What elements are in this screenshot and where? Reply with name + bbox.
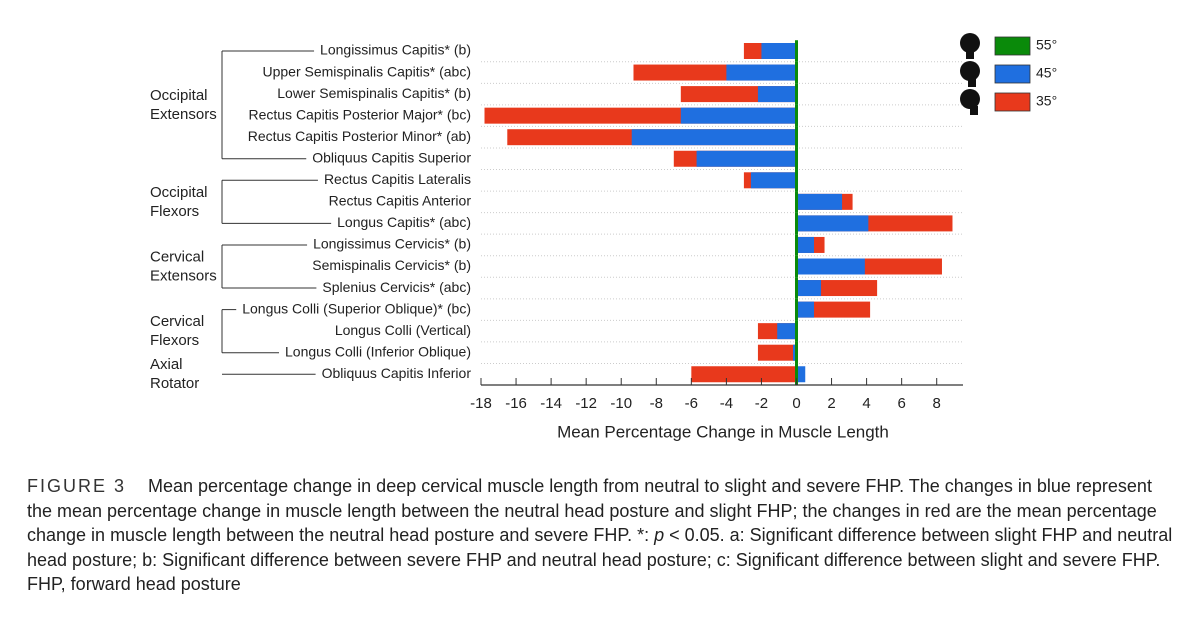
- bar: [757, 86, 797, 103]
- legend-neck-icon: [968, 78, 976, 87]
- group-label: Occipital: [150, 184, 208, 201]
- category-label: Splenius Cervicis* (abc): [322, 279, 471, 295]
- x-tick-label: -14: [540, 395, 562, 412]
- bar: [761, 43, 797, 59]
- x-tick-label: -8: [650, 395, 663, 412]
- x-tick-label: 8: [933, 395, 941, 412]
- bar: [796, 280, 822, 297]
- category-label: Longus Colli (Superior Oblique)* (bc): [242, 300, 471, 316]
- bar: [691, 366, 797, 383]
- bar: [680, 107, 797, 124]
- bar: [796, 258, 865, 275]
- x-tick-label: 4: [862, 395, 870, 412]
- group-label: Rotator: [150, 375, 199, 392]
- legend-swatch: [994, 92, 1031, 112]
- category-label: Rectus Capitis Lateralis: [324, 171, 471, 187]
- bar: [757, 344, 797, 361]
- x-tick-label: -18: [470, 395, 492, 412]
- x-tick-label: 0: [792, 395, 800, 412]
- x-tick-label: -6: [685, 395, 698, 412]
- caption-text: Mean percentage change in deep cervical …: [27, 476, 1157, 545]
- caption-text: < 0.05. a: Significant difference betwee…: [27, 525, 1173, 594]
- legend-neck-icon: [970, 106, 978, 115]
- bar: [726, 64, 797, 81]
- caption-label: FIGURE 3: [27, 476, 127, 496]
- category-label: Rectus Capitis Anterior: [329, 193, 472, 209]
- x-tick-label: 6: [897, 395, 905, 412]
- group-label: Extensors: [150, 267, 217, 284]
- category-label: Lower Semispinalis Capitis* (b): [277, 85, 471, 101]
- legend-neck-icon: [966, 50, 974, 59]
- bar: [796, 366, 806, 383]
- bar: [796, 215, 869, 232]
- group-label: Extensors: [150, 106, 217, 123]
- category-label: Longus Colli (Vertical): [335, 322, 471, 338]
- x-tick-label: -10: [610, 395, 632, 412]
- legend-swatch: [994, 64, 1031, 84]
- category-label: Rectus Capitis Posterior Minor* (ab): [248, 128, 471, 144]
- category-label: Rectus Capitis Posterior Major* (bc): [248, 106, 471, 122]
- category-label: Longissimus Capitis* (b): [320, 42, 471, 58]
- legend-head-icon: [960, 61, 980, 81]
- x-tick-label: -16: [505, 395, 527, 412]
- bar: [696, 150, 797, 167]
- bar: [796, 236, 815, 253]
- x-tick-label: -4: [720, 395, 733, 412]
- group-label: Occipital: [150, 87, 208, 104]
- bar: [796, 301, 815, 318]
- legend-head-icon: [960, 89, 980, 109]
- bar: [792, 344, 797, 361]
- group-label: Flexors: [150, 203, 199, 220]
- legend-label: 35°: [1036, 93, 1057, 109]
- legend-label: 45°: [1036, 65, 1057, 81]
- x-tick-label: -12: [575, 395, 597, 412]
- bar: [777, 323, 797, 340]
- bar: [750, 172, 797, 189]
- legend-head-icon: [960, 33, 980, 53]
- group-label: Axial: [150, 356, 183, 373]
- x-tick-label: -2: [755, 395, 768, 412]
- group-label: Cervical: [150, 313, 204, 330]
- category-label: Longus Capitis* (abc): [337, 214, 471, 230]
- bar: [631, 129, 797, 146]
- legend-label: 55°: [1036, 37, 1057, 53]
- category-label: Upper Semispinalis Capitis* (abc): [262, 63, 471, 79]
- figure-caption: FIGURE 3 Mean percentage change in deep c…: [27, 474, 1177, 597]
- group-label: Flexors: [150, 332, 199, 349]
- x-axis-title: Mean Percentage Change in Muscle Length: [557, 422, 889, 441]
- category-label: Obliquus Capitis Inferior: [322, 365, 472, 381]
- bar: [796, 193, 843, 210]
- legend-swatch: [994, 36, 1031, 56]
- category-label: Semispinalis Cervicis* (b): [312, 257, 471, 273]
- category-label: Longissimus Cervicis* (b): [313, 236, 471, 252]
- category-label: Longus Colli (Inferior Oblique): [285, 343, 471, 359]
- group-label: Cervical: [150, 248, 204, 265]
- category-label: Obliquus Capitis Superior: [312, 149, 471, 165]
- chart: Mean Percentage Change in Muscle Length …: [150, 33, 1057, 441]
- x-tick-label: 2: [827, 395, 835, 412]
- bar: [796, 301, 871, 318]
- caption-text: p: [654, 525, 665, 545]
